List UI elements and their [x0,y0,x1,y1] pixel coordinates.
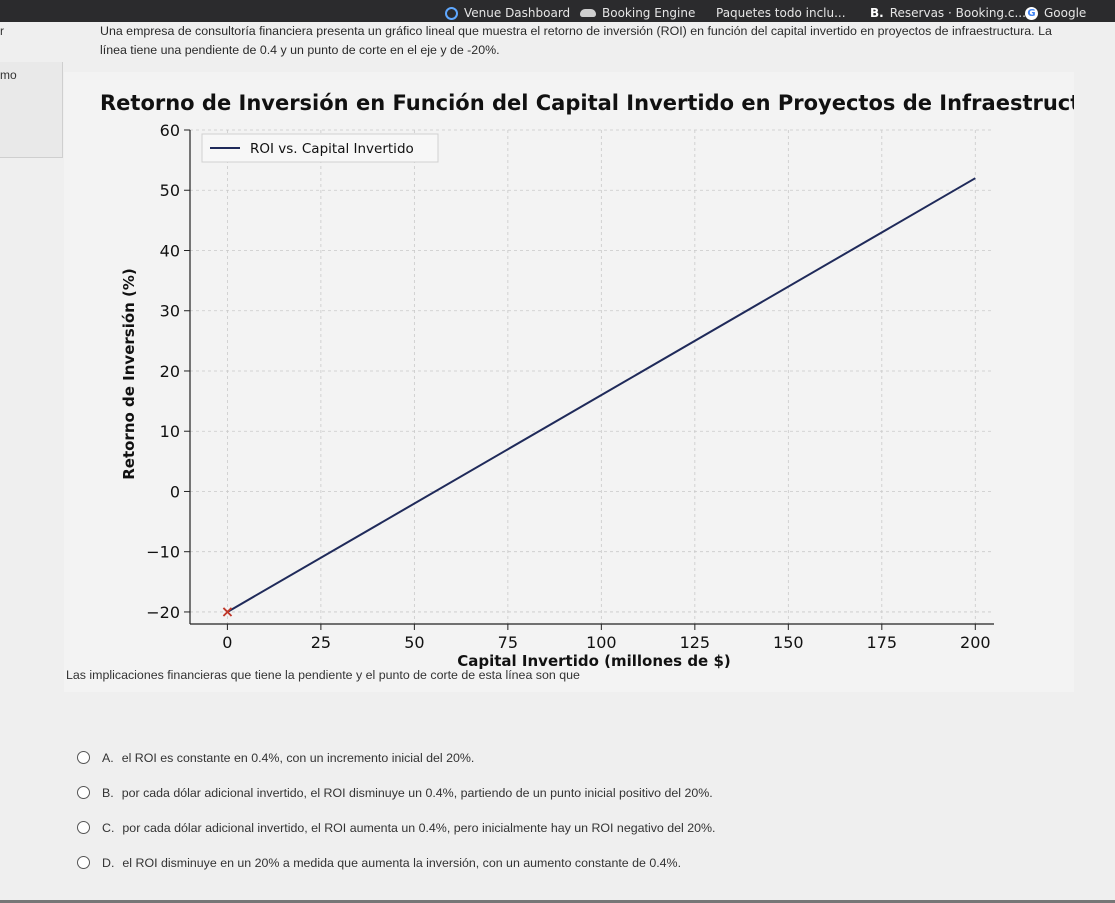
y-tick-label: 20 [160,362,180,381]
option-letter: C. [102,820,115,835]
roi-series-line [226,177,976,613]
option-letter: A. [102,750,114,765]
chart-series [226,177,976,613]
chart-title: Retorno de Inversión en Función del Capi… [100,91,1074,115]
x-tick-label: 50 [404,633,424,652]
radio-button[interactable] [77,751,90,764]
side-fragment: r [0,24,4,38]
y-tick-label: 10 [160,422,180,441]
google-icon: G [1025,6,1038,20]
cloud-icon [580,9,596,17]
option-c[interactable]: C. por cada dólar adicional invertido, e… [70,810,715,845]
option-letter: D. [102,855,115,870]
booking-icon: B. [870,6,884,20]
x-tick-label: 125 [680,633,711,652]
y-tick-label: −20 [146,603,180,622]
side-panel [0,62,63,158]
chart-axes [189,130,994,625]
option-text: el ROI es constante en 0.4%, con un incr… [121,750,475,765]
option-a[interactable]: A. el ROI es constante en 0.4%, con un i… [70,740,715,775]
y-ticks: −20 −10 0 10 20 30 40 50 60 [146,121,190,622]
chart-area: −20 −10 0 10 20 30 40 50 60 0 25 50 75 100 125 150 175 2… [64,72,1115,692]
chart-marker: × [221,602,234,621]
x-ticks: 0 25 50 75 100 125 150 175 200 [222,624,991,652]
y-tick-label: −10 [146,543,180,562]
y-tick-label: 0 [170,482,180,501]
legend-box [201,133,439,163]
x-tick-label: 100 [586,633,617,652]
bookmark-google[interactable]: G Google [1025,6,1086,20]
option-letter: B. [102,785,114,800]
question-text: Una empresa de consultoría financiera pr… [100,24,1052,57]
y-tick-label: 50 [160,181,180,200]
x-axis-label: Capital Invertido (millones de $) [457,652,731,670]
y-tick-label: 30 [160,302,180,321]
bookmark-paquetes[interactable]: Paquetes todo inclu... [716,6,846,20]
y-tick-label: 60 [160,121,180,140]
option-b[interactable]: B. por cada dólar adicional invertido, e… [70,775,715,810]
x-tick-label: 25 [311,633,331,652]
page-content: r mo Una empresa de consultoría financie… [0,22,1115,903]
side-fragment: mo [0,68,17,82]
ring-icon [445,6,458,20]
chart-legend: ROI vs. Capital Invertido [201,133,439,163]
x-tick-label: 200 [960,633,991,652]
bottom-divider [0,900,1115,903]
y-tick-label: 40 [160,241,180,260]
answer-options: A. el ROI es constante en 0.4%, con un i… [70,740,715,880]
question-prompt: Las implicaciones financieras que tiene … [66,668,580,682]
radio-button[interactable] [77,821,90,834]
bookmark-venue-dashboard[interactable]: Venue Dashboard [445,6,570,20]
option-d[interactable]: D. el ROI disminuye en un 20% a medida q… [70,845,715,880]
bookmark-reservas-booking[interactable]: B. Reservas · Booking.c... [870,6,1026,20]
legend-label: ROI vs. Capital Invertido [250,141,414,157]
option-text: por cada dólar adicional invertido, el R… [122,820,716,835]
x-tick-label: 150 [773,633,804,652]
x-tick-label: 175 [867,633,898,652]
y-axis-label: Retorno de Inversión (%) [120,268,138,480]
roi-line-chart: −20 −10 0 10 20 30 40 50 60 0 25 50 75 100 125 150 175 2… [100,91,1115,670]
x-tick-label: 75 [498,633,518,652]
bookmark-booking-engine[interactable]: Booking Engine [580,6,695,20]
option-text: por cada dólar adicional invertido, el R… [121,785,713,800]
radio-button[interactable] [77,856,90,869]
chart-grid [190,129,994,624]
radio-button[interactable] [77,786,90,799]
intercept-marker: × [221,602,234,621]
x-tick-label: 0 [222,633,232,652]
option-text: el ROI disminuye en un 20% a medida que … [122,855,682,870]
